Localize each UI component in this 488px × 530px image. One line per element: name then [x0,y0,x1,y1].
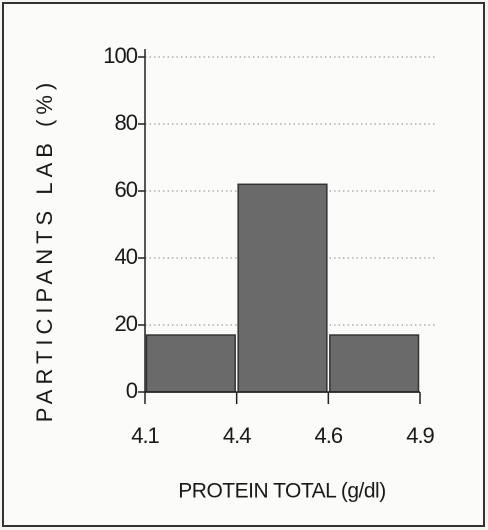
y-tick-label: 80 [115,110,138,135]
x-tick-label: 4.1 [131,423,159,448]
x-tick-label: 4.4 [223,423,251,448]
bar [145,334,236,393]
y-tick-label: 40 [115,244,138,269]
x-tick-label: 4.9 [406,423,434,448]
y-tick-label: 100 [103,43,137,68]
y-axis-title: PARTICIPANTS LAB (%) [32,78,57,423]
bar [329,334,420,393]
y-tick-label: 20 [115,311,138,336]
bar [237,183,328,393]
x-axis-title: PROTEIN TOTAL (g/dl) [178,480,385,503]
y-tick-label: 0 [126,378,138,403]
y-tick-label: 60 [115,177,138,202]
x-tick-label: 4.6 [315,423,343,448]
